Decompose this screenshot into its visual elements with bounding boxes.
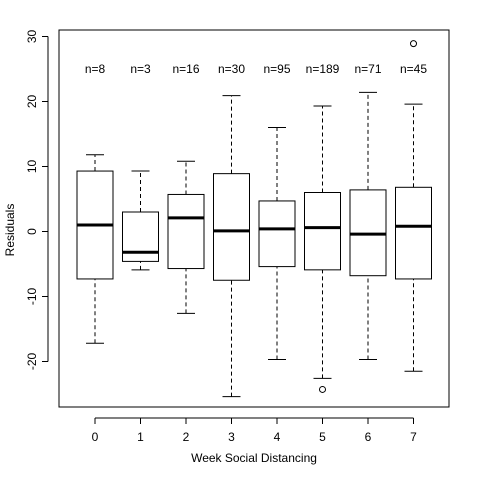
iqr-box xyxy=(167,193,205,270)
box-group-7 xyxy=(395,40,432,372)
y-tick-label: 0 xyxy=(25,228,39,235)
x-tick-label: 6 xyxy=(365,430,372,444)
box-group-3 xyxy=(213,95,250,398)
x-axis-title: Week Social Distancing xyxy=(191,451,317,465)
iqr-box xyxy=(395,186,432,280)
box-group-2 xyxy=(167,160,205,314)
n-label: n=189 xyxy=(306,62,340,76)
x-tick-label: 7 xyxy=(410,430,417,444)
n-label: n=95 xyxy=(263,62,290,76)
y-axis: -20 -10 0 10 20 30 xyxy=(25,30,49,371)
x-tick-label: 2 xyxy=(183,430,190,444)
box-group-6 xyxy=(349,91,387,361)
n-label: n=71 xyxy=(354,62,381,76)
outlier-point xyxy=(319,385,326,393)
iqr-box xyxy=(122,211,159,262)
y-tick-label: -10 xyxy=(25,288,39,306)
box-group-5 xyxy=(304,105,341,393)
iqr-box xyxy=(258,200,296,268)
y-tick-label: -20 xyxy=(25,353,39,371)
boxes xyxy=(76,40,432,398)
n-label: n=30 xyxy=(218,62,245,76)
y-tick-label: 30 xyxy=(25,30,39,44)
n-labels: n=8 n=3 n=16 n=30 n=95 n=189 n=71 n=45 xyxy=(85,62,428,76)
n-label: n=16 xyxy=(172,62,199,76)
iqr-box xyxy=(213,173,250,281)
y-tick-label: 20 xyxy=(25,95,39,109)
x-tick-label: 5 xyxy=(319,430,326,444)
outlier-point xyxy=(410,40,417,48)
y-tick-label: 10 xyxy=(25,160,39,174)
x-tick-label: 0 xyxy=(92,430,99,444)
plot-frame xyxy=(58,29,450,408)
n-label: n=8 xyxy=(85,62,106,76)
x-tick-label: 3 xyxy=(228,430,235,444)
x-axis: 0 1 2 3 4 5 6 7 xyxy=(92,417,417,444)
n-label: n=3 xyxy=(130,62,151,76)
n-label: n=45 xyxy=(400,62,427,76)
iqr-box xyxy=(304,192,341,271)
box-group-0 xyxy=(76,154,114,344)
box-group-4 xyxy=(258,127,296,361)
y-axis-title: Residuals xyxy=(3,204,17,257)
x-tick-label: 4 xyxy=(274,430,281,444)
box-group-1 xyxy=(122,170,159,271)
x-tick-label: 1 xyxy=(137,430,144,444)
